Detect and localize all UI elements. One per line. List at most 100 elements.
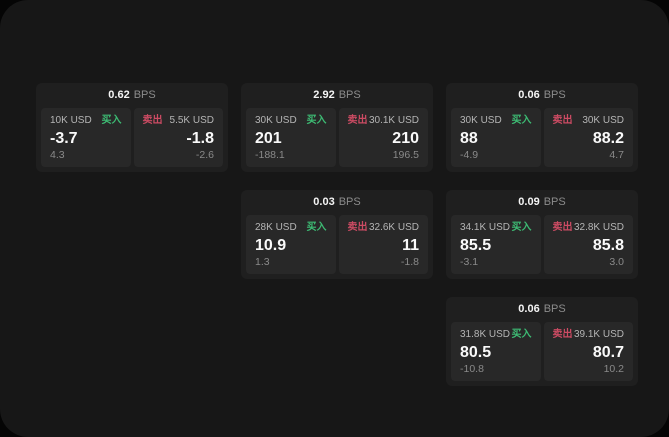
buy-panel-top: 30K USD 买入 [255, 115, 327, 127]
sell-panel[interactable]: 卖出 5.5K USD -1.8 -2.6 [133, 108, 223, 167]
bps-unit-label: BPS [338, 89, 361, 101]
sell-side-label: 卖出 [552, 115, 573, 126]
buy-price-value: 85.5 [460, 236, 492, 254]
sell-notional-label: 32.8K USD [573, 222, 624, 233]
quote-cards-grid: 0.62 BPS 10K USD 买入 -3.7 4.3 卖出 5.5K USD [36, 83, 638, 386]
buy-price-value: -3.7 [50, 129, 78, 147]
buy-panel[interactable]: 28K USD 买入 10.9 1.3 [246, 215, 336, 274]
buy-price-value: 201 [255, 129, 282, 147]
sell-notional-label: 5.5K USD [169, 115, 214, 126]
sell-panel-top: 卖出 30K USD [553, 115, 625, 127]
bps-header: 0.62 BPS [41, 87, 223, 104]
buy-notional-label: 10K USD [50, 115, 92, 126]
buy-price-value: 88 [460, 129, 478, 147]
buy-notional-label: 30K USD [255, 115, 297, 126]
buy-delta-value: -4.9 [460, 149, 479, 161]
bps-unit-label: BPS [543, 89, 566, 101]
buy-panel[interactable]: 30K USD 买入 201 -188.1 [246, 108, 336, 167]
quote-panels: 34.1K USD 买入 85.5 -3.1 卖出 32.8K USD 85.8… [451, 215, 633, 274]
sell-notional-label: 30K USD [582, 115, 624, 126]
sell-delta-value: 10.2 [603, 363, 624, 375]
buy-panel[interactable]: 30K USD 买入 88 -4.9 [451, 108, 541, 167]
sell-panel[interactable]: 卖出 30.1K USD 210 196.5 [338, 108, 428, 167]
bps-value: 0.09 [518, 196, 540, 208]
sell-delta-value: 196.5 [392, 149, 419, 161]
buy-notional-label: 34.1K USD [460, 222, 511, 233]
sell-panel-top: 卖出 32.8K USD [553, 222, 625, 234]
buy-side-label: 买入 [306, 222, 327, 233]
buy-side-label: 买入 [101, 115, 122, 126]
sell-side-label: 卖出 [142, 115, 163, 126]
buy-panel-top: 30K USD 买入 [460, 115, 532, 127]
bps-value: 0.06 [518, 303, 540, 315]
bps-header: 0.03 BPS [246, 194, 428, 211]
buy-delta-value: 4.3 [50, 149, 65, 161]
buy-panel-top: 34.1K USD 买入 [460, 222, 532, 234]
quote-card: 0.03 BPS 28K USD 买入 10.9 1.3 卖出 32.6K USD [241, 190, 433, 279]
buy-delta-value: -188.1 [255, 149, 285, 161]
buy-delta-value: -3.1 [460, 256, 479, 268]
bps-unit-label: BPS [338, 196, 361, 208]
quote-card: 0.06 BPS 31.8K USD 买入 80.5 -10.8 卖出 39.1K… [446, 297, 638, 386]
bps-unit-label: BPS [543, 303, 566, 315]
quote-card: 2.92 BPS 30K USD 买入 201 -188.1 卖出 30.1K U… [241, 83, 433, 172]
quote-panels: 28K USD 买入 10.9 1.3 卖出 32.6K USD 11 -1.8 [246, 215, 428, 274]
bps-value: 2.92 [313, 89, 335, 101]
bps-unit-label: BPS [543, 196, 566, 208]
bps-value: 0.06 [518, 89, 540, 101]
sell-panel-top: 卖出 32.6K USD [348, 222, 420, 234]
buy-side-label: 买入 [306, 115, 327, 126]
quote-card: 0.06 BPS 30K USD 买入 88 -4.9 卖出 30K USD [446, 83, 638, 172]
quote-panels: 30K USD 买入 88 -4.9 卖出 30K USD 88.2 4.7 [451, 108, 633, 167]
bps-value: 0.03 [313, 196, 335, 208]
bps-header: 0.06 BPS [451, 301, 633, 318]
buy-notional-label: 31.8K USD [460, 329, 511, 340]
sell-side-label: 卖出 [347, 115, 368, 126]
bps-header: 2.92 BPS [246, 87, 428, 104]
sell-side-label: 卖出 [552, 222, 573, 233]
buy-delta-value: 1.3 [255, 256, 270, 268]
sell-price-value: 85.8 [592, 236, 624, 254]
sell-delta-value: -2.6 [195, 149, 214, 161]
buy-side-label: 买入 [511, 329, 532, 340]
buy-delta-value: -10.8 [460, 363, 484, 375]
sell-delta-value: 3.0 [609, 256, 624, 268]
sell-notional-label: 32.6K USD [368, 222, 419, 233]
buy-panel[interactable]: 31.8K USD 买入 80.5 -10.8 [451, 322, 541, 381]
buy-panel[interactable]: 34.1K USD 买入 85.5 -3.1 [451, 215, 541, 274]
quote-card: 0.62 BPS 10K USD 买入 -3.7 4.3 卖出 5.5K USD [36, 83, 228, 172]
quote-panels: 31.8K USD 买入 80.5 -10.8 卖出 39.1K USD 80.… [451, 322, 633, 381]
buy-panel-top: 10K USD 买入 [50, 115, 122, 127]
sell-delta-value: -1.8 [400, 256, 419, 268]
sell-price-value: 80.7 [592, 343, 624, 361]
bps-value: 0.62 [108, 89, 130, 101]
quote-card: 0.09 BPS 34.1K USD 买入 85.5 -3.1 卖出 32.8K … [446, 190, 638, 279]
sell-panel-top: 卖出 30.1K USD [348, 115, 420, 127]
sell-panel[interactable]: 卖出 32.6K USD 11 -1.8 [338, 215, 428, 274]
buy-notional-label: 28K USD [255, 222, 297, 233]
sell-price-value: 11 [402, 236, 419, 254]
buy-side-label: 买入 [511, 115, 532, 126]
buy-notional-label: 30K USD [460, 115, 502, 126]
sell-price-value: 210 [392, 129, 419, 147]
buy-side-label: 买入 [511, 222, 532, 233]
sell-side-label: 卖出 [552, 329, 573, 340]
bps-header: 0.06 BPS [451, 87, 633, 104]
sell-panel[interactable]: 卖出 39.1K USD 80.7 10.2 [543, 322, 633, 381]
sell-delta-value: 4.7 [609, 149, 624, 161]
sell-notional-label: 30.1K USD [368, 115, 419, 126]
sell-panel-top: 卖出 5.5K USD [143, 115, 215, 127]
buy-panel-top: 28K USD 买入 [255, 222, 327, 234]
sell-notional-label: 39.1K USD [573, 329, 624, 340]
bps-header: 0.09 BPS [451, 194, 633, 211]
sell-price-value: 88.2 [592, 129, 624, 147]
buy-panel-top: 31.8K USD 买入 [460, 329, 532, 341]
sell-panel[interactable]: 卖出 30K USD 88.2 4.7 [543, 108, 633, 167]
bps-unit-label: BPS [133, 89, 156, 101]
buy-price-value: 80.5 [460, 343, 492, 361]
buy-price-value: 10.9 [255, 236, 287, 254]
sell-panel[interactable]: 卖出 32.8K USD 85.8 3.0 [543, 215, 633, 274]
buy-panel[interactable]: 10K USD 买入 -3.7 4.3 [41, 108, 131, 167]
sell-side-label: 卖出 [347, 222, 368, 233]
